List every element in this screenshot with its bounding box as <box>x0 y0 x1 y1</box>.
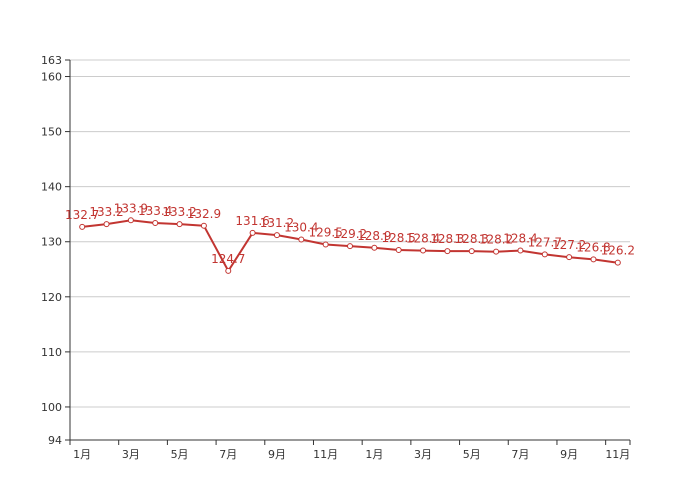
data-point <box>395 247 402 253</box>
data-label: 128.3 <box>455 232 489 246</box>
y-tick-label: 120 <box>41 291 62 304</box>
data-label: 128.3 <box>430 232 464 246</box>
data-label: 133.2 <box>89 205 123 219</box>
data-label: 132.7 <box>65 208 99 222</box>
y-tick-label: 130 <box>41 236 62 249</box>
data-label: 132.9 <box>187 207 221 221</box>
x-tick-label: 1月 <box>73 448 91 461</box>
y-tick-label: 163 <box>41 54 62 67</box>
y-tick-label: 110 <box>41 346 62 359</box>
data-point <box>493 248 500 255</box>
data-point <box>541 251 548 258</box>
data-label: 129.2 <box>333 227 367 241</box>
data-label: 128.2 <box>479 233 513 247</box>
x-tick-label: 5月 <box>171 448 189 461</box>
data-point <box>420 247 427 254</box>
x-tick-label: 3月 <box>414 448 432 461</box>
data-label: 128.4 <box>503 232 537 246</box>
data-label: 131.2 <box>260 216 294 230</box>
x-tick-label: 7月 <box>219 448 237 461</box>
data-point <box>371 244 378 251</box>
x-tick-label: 1月 <box>365 448 383 461</box>
x-tick-label: 11月 <box>313 448 338 461</box>
data-labels: 132.7133.2133.9133.4133.2132.9124.7131.6… <box>65 201 635 266</box>
data-label: 129.5 <box>308 225 342 239</box>
data-point <box>200 222 207 229</box>
data-label: 127.2 <box>552 238 586 252</box>
data-label: 133.2 <box>162 205 196 219</box>
data-label: 126.2 <box>601 244 635 258</box>
x-tick-label: 5月 <box>463 448 481 461</box>
data-point <box>322 241 329 248</box>
data-label: 126.8 <box>576 240 610 254</box>
data-point <box>249 229 256 236</box>
x-tick-label: 9月 <box>268 448 286 461</box>
data-point <box>127 217 134 224</box>
data-point <box>273 232 280 239</box>
data-label: 128.9 <box>357 229 391 243</box>
y-tick-label: 160 <box>41 71 62 84</box>
data-label: 124.7 <box>211 252 245 266</box>
x-tick-label: 11月 <box>605 448 630 461</box>
data-label: 131.6 <box>235 214 269 228</box>
data-point <box>468 248 475 255</box>
data-point <box>176 221 183 228</box>
data-label: 128.4 <box>406 232 440 246</box>
data-point <box>347 243 353 250</box>
x-tick-label: 9月 <box>560 448 578 461</box>
data-point <box>566 254 573 261</box>
data-point <box>590 256 597 263</box>
axes: 94 100 110 120 130 140 150 160 163 1月 3月 5月 7月 9月 11月 1… <box>41 54 631 461</box>
data-point <box>614 259 621 266</box>
y-tick-label: 94 <box>48 434 62 447</box>
y-tick-label: 100 <box>41 401 62 414</box>
grid-lines <box>70 59 630 408</box>
data-point <box>298 236 305 243</box>
x-tick-label: 7月 <box>511 448 529 461</box>
data-point <box>444 248 451 255</box>
data-label: 133.9 <box>114 201 148 215</box>
y-tick-label: 150 <box>41 126 62 139</box>
data-point <box>517 247 524 254</box>
data-label: 130.4 <box>284 221 318 235</box>
data-point <box>152 220 159 227</box>
data-point <box>225 267 232 274</box>
data-points <box>79 217 621 274</box>
data-point <box>79 223 86 230</box>
data-label: 127.7 <box>528 235 562 249</box>
data-label: 133.4 <box>138 204 172 218</box>
data-point <box>103 221 110 228</box>
x-tick-label: 3月 <box>122 448 140 461</box>
data-label: 128.5 <box>382 231 416 245</box>
y-tick-label: 140 <box>41 181 62 194</box>
